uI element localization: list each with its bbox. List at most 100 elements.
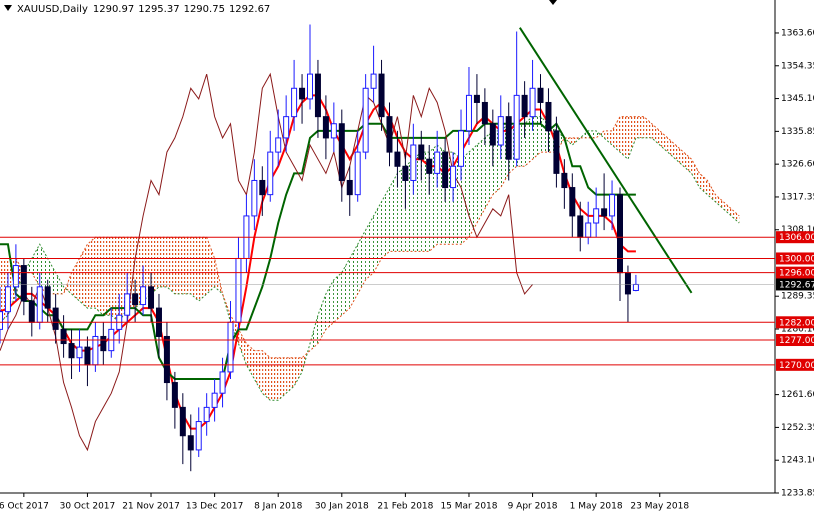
x-tick-label: 6 Oct 2017 xyxy=(0,502,49,512)
candle-body xyxy=(314,73,321,118)
plot-area xyxy=(0,24,740,472)
cloud-segment xyxy=(270,357,279,401)
candle-body xyxy=(450,165,457,189)
cloud-segment xyxy=(659,130,668,153)
y-tick-label: 1252.35 xyxy=(781,423,814,433)
cloud-segment xyxy=(143,237,152,302)
candle-body xyxy=(529,87,536,118)
candle-body xyxy=(219,371,226,394)
level-label: 1270.00 xyxy=(779,361,814,371)
cloud-segment xyxy=(691,159,700,188)
candle-body xyxy=(402,165,409,181)
cloud-segment xyxy=(476,137,485,224)
x-tick-label: 23 May 2018 xyxy=(630,502,689,512)
candle-body xyxy=(124,293,131,316)
x-tick-label: 30 Oct 2017 xyxy=(60,502,116,512)
y-tick-label: 1289.35 xyxy=(781,292,814,302)
level-label-box xyxy=(776,358,814,371)
cloud-segment xyxy=(365,215,374,280)
cloud-segment xyxy=(317,293,326,344)
candle-body xyxy=(132,293,139,306)
cloud-segment xyxy=(643,116,652,138)
candle-body xyxy=(370,73,377,89)
candle-body xyxy=(275,137,282,153)
candle-body xyxy=(617,194,623,274)
trend-line xyxy=(519,27,693,294)
candle-body xyxy=(12,265,19,288)
cloud-segment xyxy=(341,258,350,316)
candle-body xyxy=(473,94,480,103)
candle-body xyxy=(481,101,488,125)
cloud-segment xyxy=(174,237,183,294)
cloud-segment xyxy=(620,116,628,160)
candle-body xyxy=(36,286,43,323)
cloud-segment xyxy=(667,137,676,160)
candle-body xyxy=(267,151,274,196)
candle-body xyxy=(569,187,576,217)
y-tick-label: 1335.85 xyxy=(781,127,814,137)
candle-body xyxy=(28,300,35,323)
level-label: 1300.00 xyxy=(779,254,814,264)
candle-body xyxy=(68,343,75,359)
candle-body xyxy=(553,130,560,174)
candle-body xyxy=(291,87,298,118)
cloud-segment xyxy=(222,293,231,323)
cloud-segment xyxy=(47,258,56,294)
cloud-segment xyxy=(604,130,613,146)
candle-body xyxy=(465,94,472,132)
candle-body xyxy=(211,392,218,408)
candle-body xyxy=(609,194,616,217)
cloud-segment xyxy=(484,130,493,209)
candle-body xyxy=(624,272,631,295)
y-tick-label: 1363.60 xyxy=(781,28,814,38)
close: 1292.67 xyxy=(229,4,270,15)
candle-body xyxy=(346,179,353,196)
candle-body xyxy=(140,286,147,306)
candle-body xyxy=(505,116,512,160)
cloud-segment xyxy=(461,152,469,245)
candle-body xyxy=(259,179,266,196)
cloud-segment xyxy=(405,159,414,252)
cloud-segment xyxy=(333,272,342,323)
level-label: 1277.00 xyxy=(779,336,814,346)
cloud-segment xyxy=(524,116,533,167)
candle-body xyxy=(513,94,520,160)
y-tick-label: 1308.10 xyxy=(781,225,814,235)
candle-body xyxy=(426,158,433,174)
candle-body xyxy=(171,382,178,408)
candle-body xyxy=(545,101,552,132)
y-tick-label: 1317.35 xyxy=(781,192,814,202)
candle-body xyxy=(394,151,401,167)
x-tick-label: 1 May 2018 xyxy=(570,502,623,512)
candle-body xyxy=(601,208,608,217)
level-label: 1296.00 xyxy=(779,269,814,279)
cloud-segment xyxy=(421,152,430,252)
cloud-segment xyxy=(111,237,120,323)
span-a-line xyxy=(0,116,740,401)
current-price-box xyxy=(776,278,814,291)
cloud-segment xyxy=(286,357,295,394)
cloud-segment xyxy=(723,201,732,216)
candle-body xyxy=(458,130,465,167)
cloud-segment xyxy=(190,237,199,302)
level-label: 1306.00 xyxy=(779,233,814,243)
cloud-segment xyxy=(627,116,636,160)
candle-body xyxy=(179,406,186,437)
cloud-segment xyxy=(278,357,287,401)
current-price-label: 1292.67 xyxy=(779,280,814,290)
low: 1290.75 xyxy=(184,4,225,15)
candle-body xyxy=(84,346,91,366)
x-tick-label: 15 Mar 2018 xyxy=(440,502,497,512)
candle-body xyxy=(378,73,385,118)
candle-body xyxy=(497,116,504,146)
level-label-box xyxy=(776,266,814,279)
cloud-segment xyxy=(397,166,406,252)
candle-body xyxy=(537,87,544,103)
cloud-segment xyxy=(238,329,247,365)
cloud-segment xyxy=(103,237,112,316)
cloud-segment xyxy=(206,237,215,294)
symbol: XAUUSD,Daily xyxy=(17,4,88,15)
menu-arrow[interactable] xyxy=(4,5,12,11)
candle-body xyxy=(489,123,496,146)
level-label-box xyxy=(776,334,814,347)
